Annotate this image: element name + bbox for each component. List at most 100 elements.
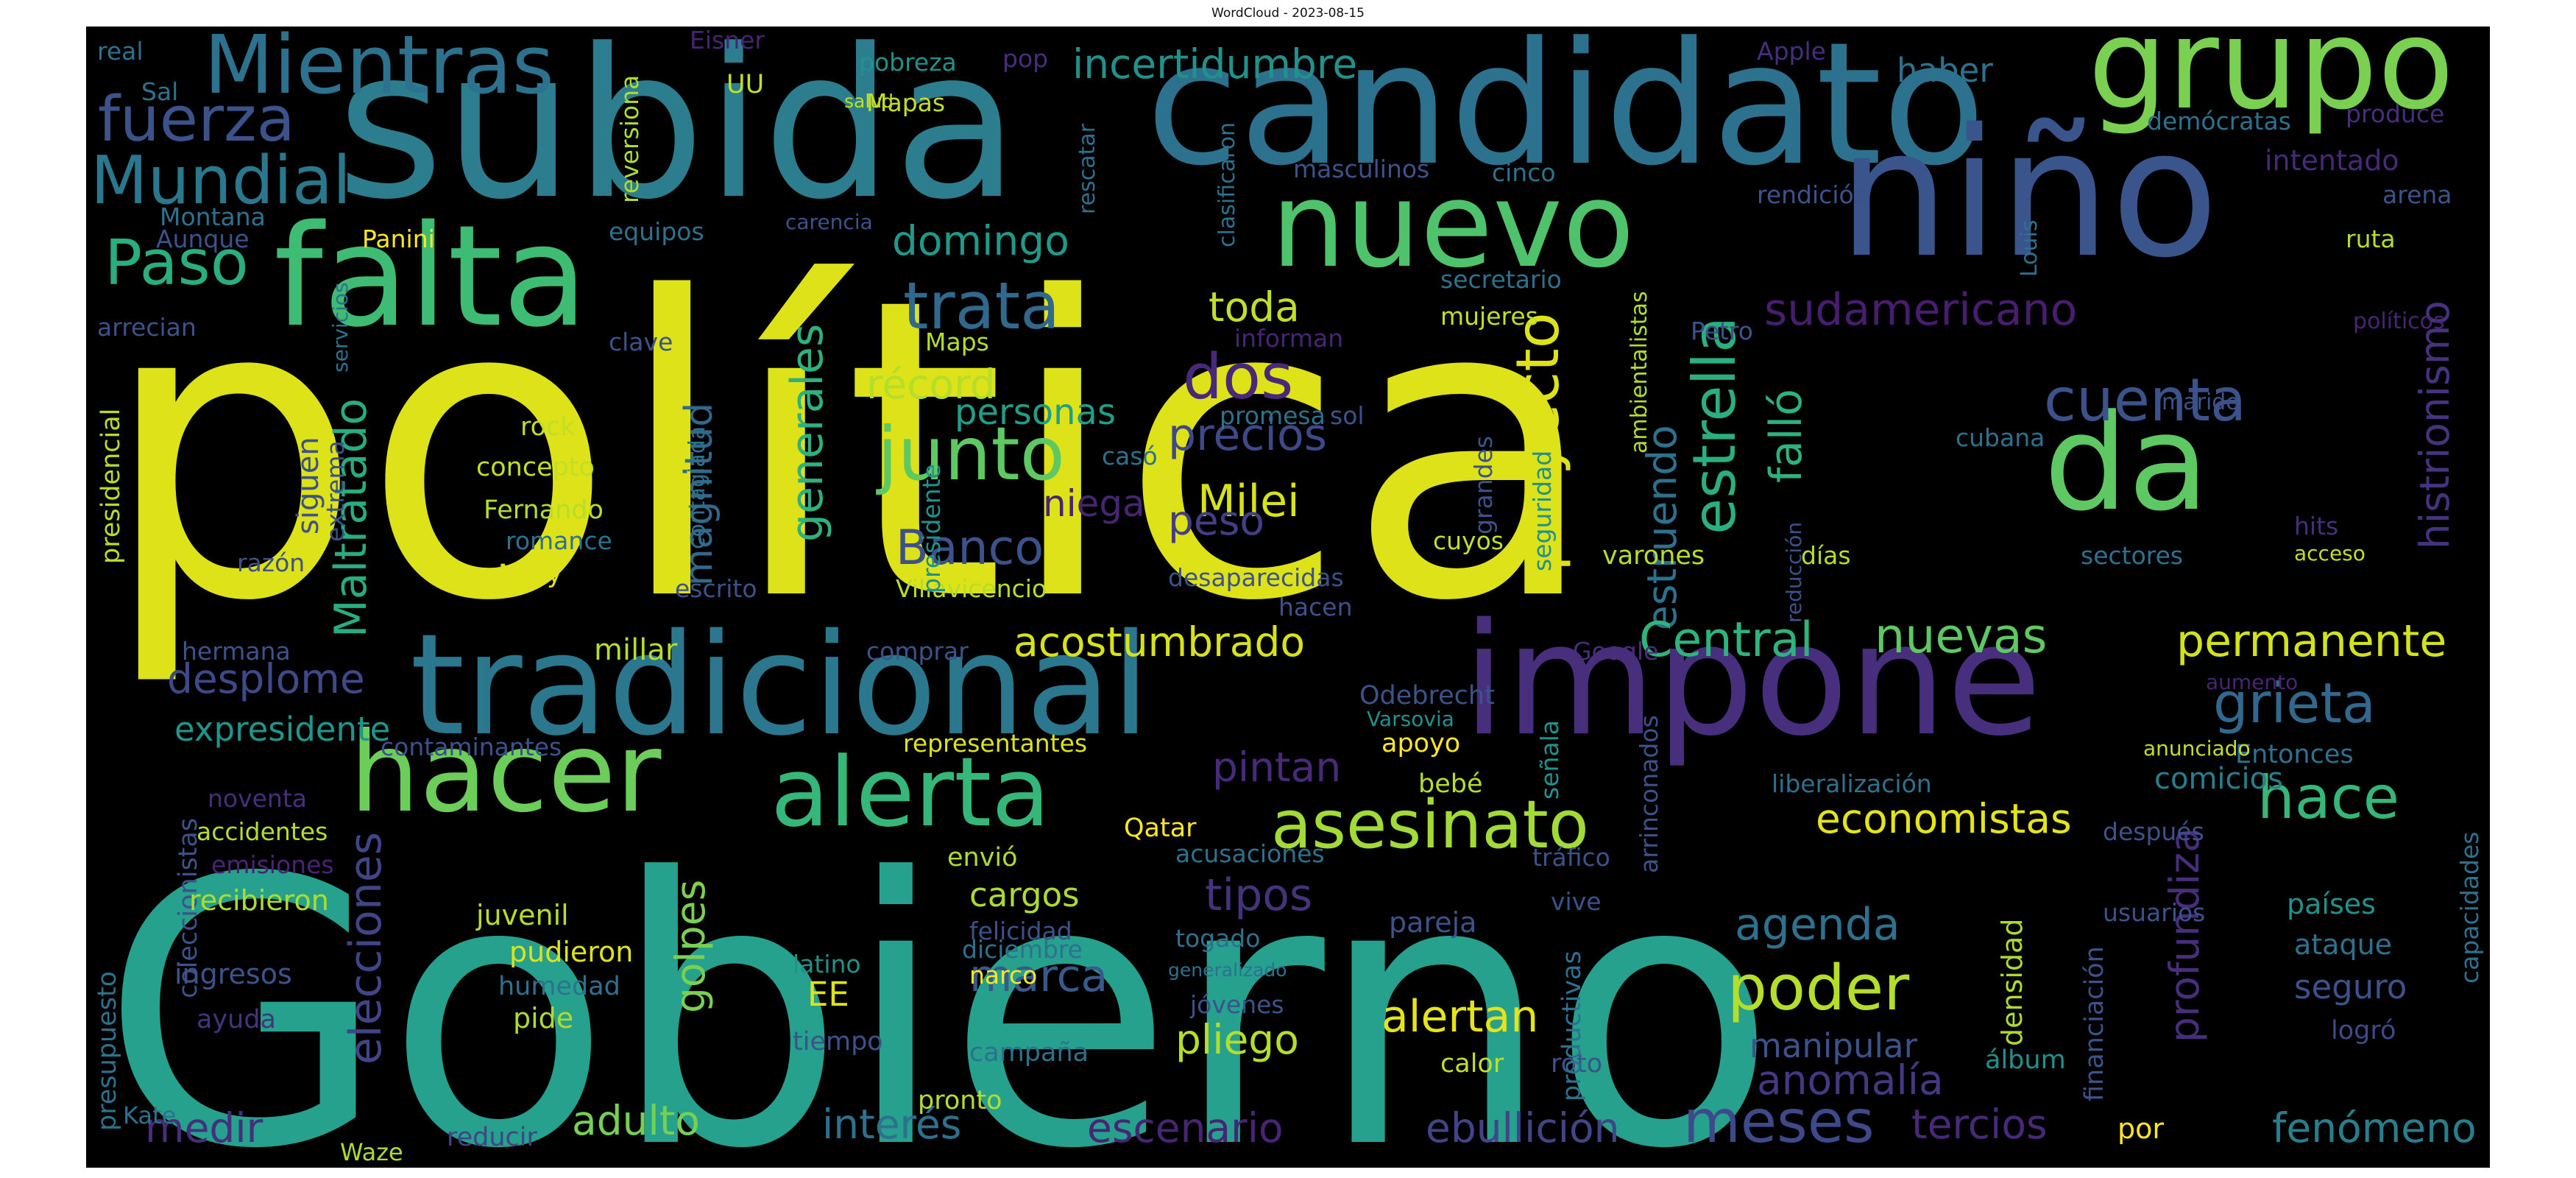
cloud-word: pide [513, 1002, 573, 1034]
cloud-word: por [2117, 1112, 2164, 1145]
cloud-word: casó [1102, 442, 1158, 470]
cloud-word: permanente [2176, 616, 2446, 667]
cloud-word: golpes [667, 880, 714, 1013]
cloud-word: Gobierno [101, 800, 1777, 1168]
cloud-word: usuarios [2103, 898, 2205, 927]
cloud-word: grandes [1469, 436, 1498, 535]
cloud-word: Kate [123, 1101, 176, 1129]
cloud-word: mujeres [1440, 302, 1538, 331]
cloud-word: clave [609, 328, 673, 356]
cloud-word: grieta [2213, 671, 2376, 736]
cloud-word: comprar [866, 637, 969, 666]
cloud-word: razón [237, 549, 305, 577]
cloud-word: escenario [1087, 1104, 1284, 1151]
cloud-word: reducción [1782, 522, 1806, 623]
cloud-word: rock [520, 412, 576, 442]
cloud-word: juvenil [475, 899, 569, 931]
cloud-word: Mapas [866, 88, 945, 117]
cloud-word: jóvenes [1189, 990, 1284, 1019]
cloud-word: contaminantes [381, 733, 562, 761]
cloud-word: adulto [572, 1097, 700, 1144]
cloud-word: Central [1639, 613, 1814, 668]
figure-title: WordCloud - 2023-08-15 [1211, 6, 1365, 21]
cloud-word: hermana [182, 637, 291, 666]
cloud-word: salud [844, 91, 894, 112]
cloud-word: profundiza [2161, 828, 2208, 1043]
cloud-word: felicidad [969, 917, 1072, 945]
cloud-word: pobreza [859, 48, 957, 77]
cloud-word: sectores [2081, 541, 2183, 570]
cloud-word: extrema [321, 440, 350, 542]
cloud-word: rendición [1757, 180, 1869, 209]
cloud-word: hacen [1278, 593, 1353, 621]
cloud-word: expresidente [174, 710, 390, 749]
cloud-word: informan [1234, 324, 1343, 353]
cloud-word: Paso [105, 227, 249, 300]
cloud-word: asesinato [1271, 786, 1589, 864]
cloud-word: capacidades [2455, 832, 2484, 984]
cloud-word: cargos [969, 875, 1080, 914]
cloud-word: estrella [1680, 317, 1749, 535]
cloud-word: produce [2346, 99, 2444, 128]
cloud-word: marido [2162, 389, 2240, 415]
cloud-word: bebé [1418, 769, 1483, 799]
cloud-word: tiempo [793, 1027, 883, 1057]
cloud-word: economistas [1816, 795, 2072, 842]
cloud-word: Odebrecht [1359, 681, 1495, 710]
cloud-word: marca [969, 950, 1108, 1002]
cloud-word: ruta [2346, 225, 2396, 253]
cloud-word: Mientras [204, 27, 554, 112]
cloud-word: rescatar [1075, 123, 1100, 214]
cloud-word: reducir [447, 1123, 538, 1152]
cloud-word: Villavicencio [896, 574, 1047, 603]
cloud-word: narco [969, 961, 1037, 990]
cloud-word: siguen [291, 437, 325, 535]
cloud-word: meses [1683, 1087, 1875, 1156]
cloud-word: Mary [498, 560, 562, 589]
cloud-word: logró [2331, 1016, 2396, 1045]
cloud-word: personas [955, 392, 1116, 433]
cloud-word: acostumbrado [1013, 618, 1305, 666]
cloud-word: elecciones [340, 832, 392, 1065]
cloud-word: acusaciones [1175, 839, 1325, 868]
cloud-word: togado [1175, 924, 1260, 953]
cloud-word: magnitud [677, 403, 721, 586]
cloud-word: arrecian [97, 313, 197, 342]
cloud-word: intentado [2265, 144, 2399, 177]
cloud-word: accidentes [197, 817, 328, 846]
cloud-word: diciembre [962, 935, 1083, 964]
cloud-word: Maps [925, 328, 989, 356]
cloud-word: Qatar [1124, 814, 1197, 843]
cloud-word: tercios [1911, 1101, 2048, 1148]
cloud-word: niega [1043, 482, 1145, 525]
cloud-word: concepto [476, 453, 595, 482]
cloud-word: nuevo [1271, 156, 1635, 294]
cloud-word: sol [1330, 401, 1365, 430]
cloud-word: subida [336, 27, 1019, 245]
cloud-word: pliego [1175, 1016, 1299, 1063]
cloud-word: demócratas [2147, 107, 2291, 135]
cloud-word: señala [1535, 720, 1564, 800]
cloud-word: tradicional [410, 604, 1150, 766]
cloud-word: después [2103, 817, 2204, 846]
cloud-word: ambientalistas [1627, 291, 1652, 454]
cloud-word: cuenta [2044, 366, 2246, 434]
cloud-word: UU [726, 70, 764, 99]
cloud-word: Sal [141, 77, 178, 106]
cloud-word: impone [1462, 590, 2042, 770]
cloud-word: Entonces [2235, 740, 2354, 769]
cloud-word: alertan [1381, 991, 1538, 1043]
cloud-word: generalizado [1168, 959, 1287, 981]
cloud-word: Waze [340, 1138, 403, 1166]
cloud-word: emisiones [211, 850, 334, 879]
cloud-word: alerta [771, 736, 1050, 848]
cloud-word: junto [876, 411, 1065, 497]
cloud-word: poder [1727, 952, 1909, 1025]
cloud-word: Varsovia [1367, 707, 1454, 731]
cloud-word: Panini [362, 225, 435, 253]
cloud-word: Apple [1757, 37, 1826, 66]
cloud-word: presidencial [96, 409, 126, 564]
cloud-word: acceso [2294, 541, 2366, 565]
cloud-word: coleccionistas [174, 818, 203, 998]
cloud-word: Maltratado [325, 398, 377, 638]
